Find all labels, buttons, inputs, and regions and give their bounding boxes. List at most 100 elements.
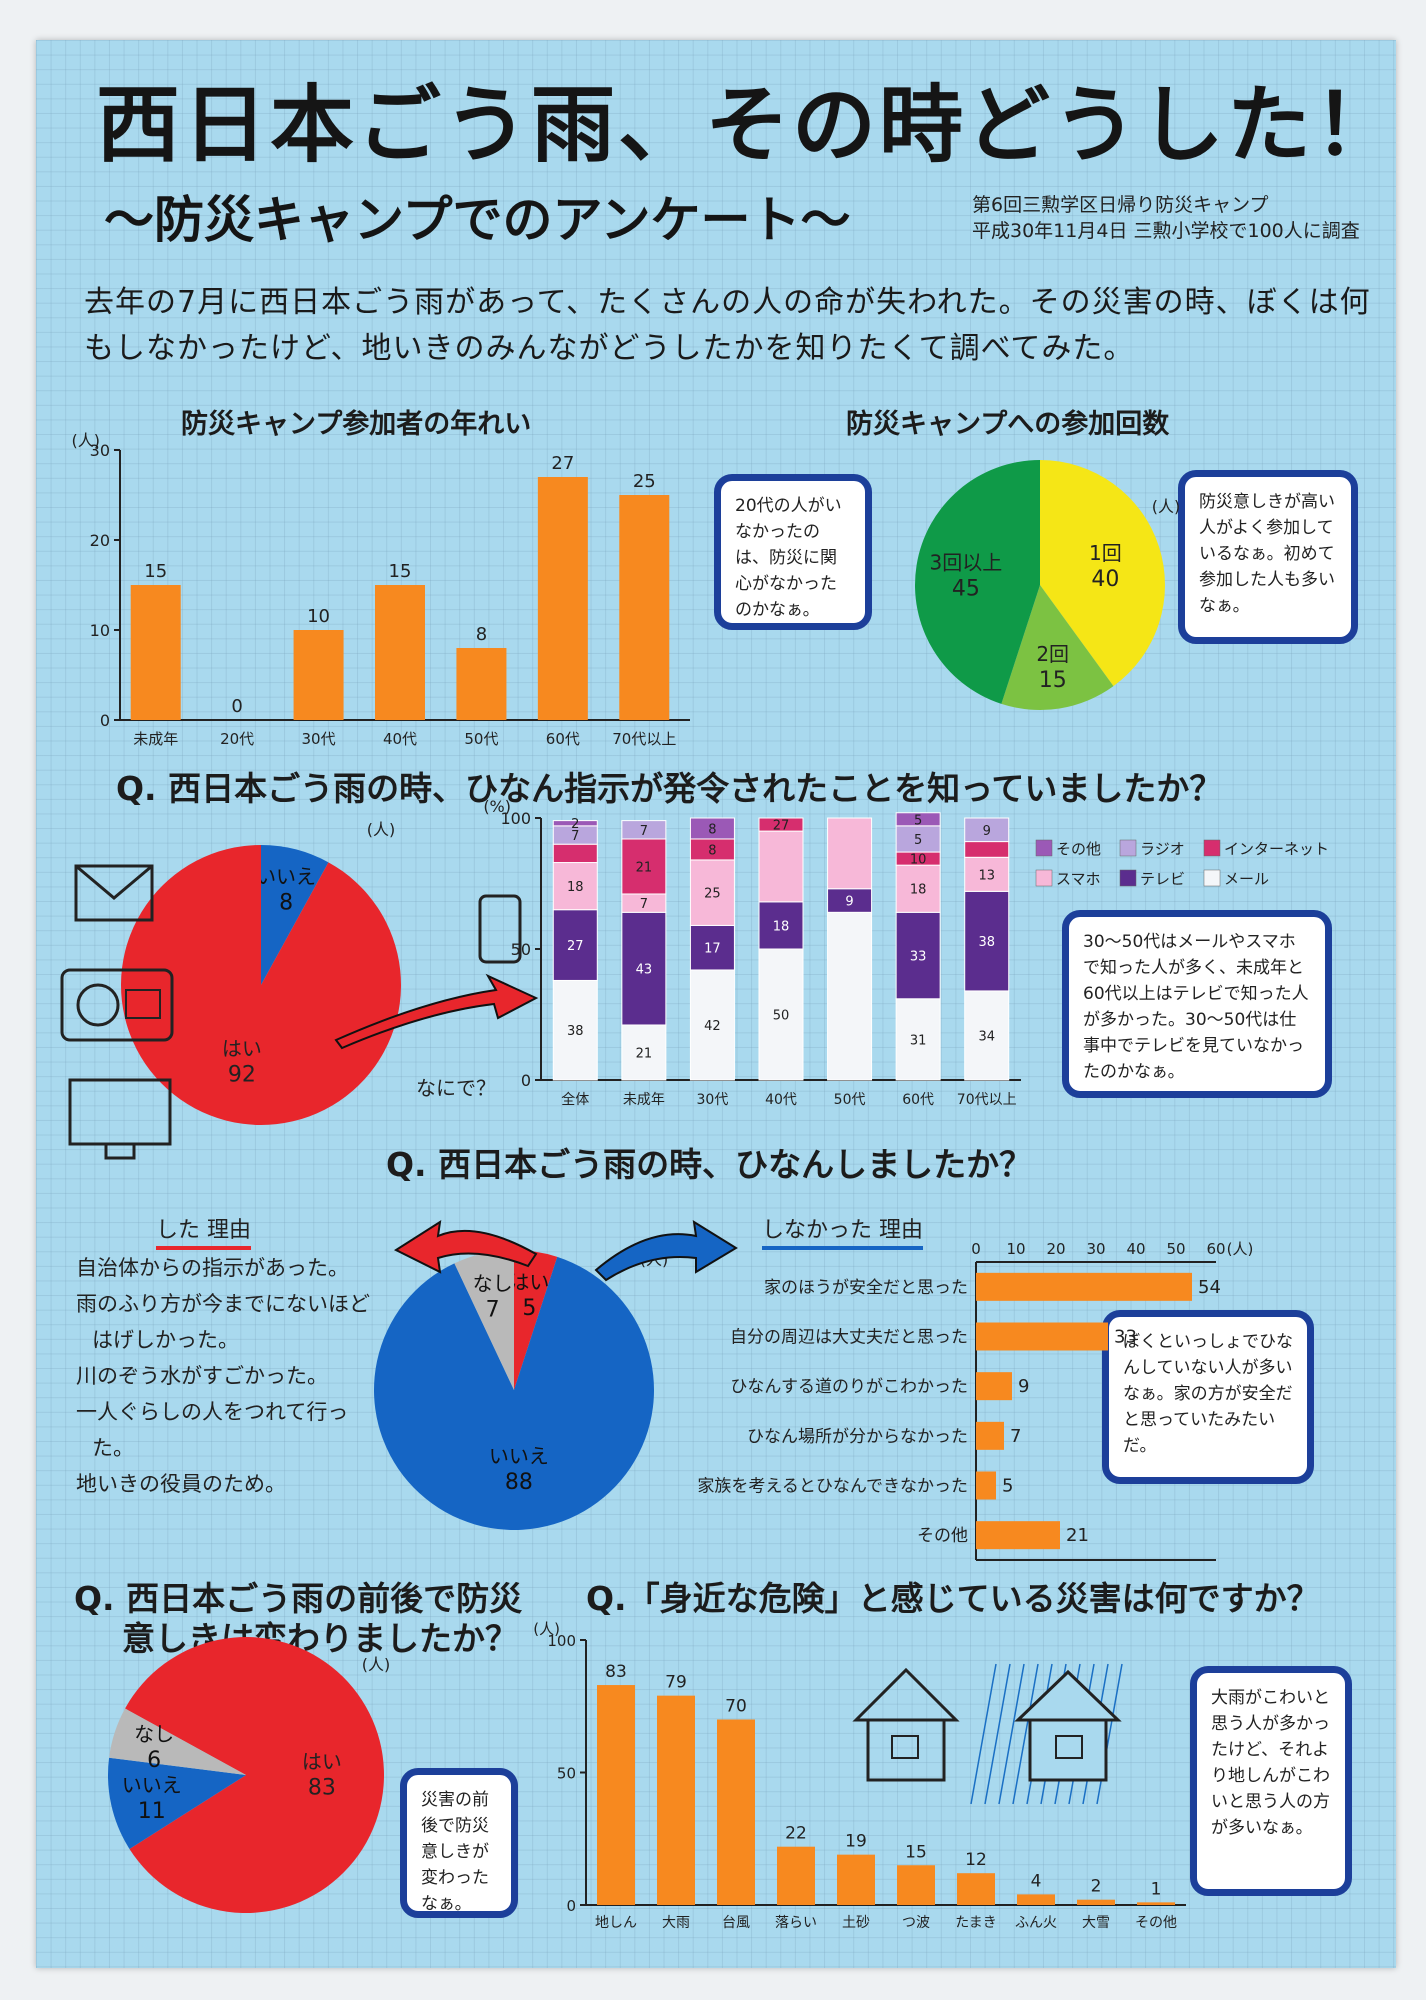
q1-stack-segment-label: 8 bbox=[708, 822, 716, 837]
q2-hbar-label: ひなんする道のりがこわかった bbox=[730, 1377, 968, 1397]
q2-pie-slice-value: 7 bbox=[486, 1297, 500, 1322]
age-bar-value: 25 bbox=[633, 471, 656, 492]
q4-x-label: 大雪 bbox=[1082, 1915, 1110, 1931]
age-x-label: 50代 bbox=[464, 730, 498, 748]
q4-x-label: 地しん bbox=[595, 1915, 637, 1931]
q4-x-label: たまき bbox=[955, 1915, 997, 1931]
q4-bar-value: 4 bbox=[1031, 1871, 1042, 1891]
q1-stack-x-label: 60代 bbox=[902, 1092, 934, 1108]
q2-hbar-x-tick-label: 20 bbox=[1046, 1240, 1065, 1258]
radio-icon bbox=[60, 968, 174, 1042]
q1-stack-segment-label: 18 bbox=[567, 880, 584, 895]
q1-legend-swatch bbox=[1203, 839, 1221, 857]
q1-pie-unit: (人) bbox=[367, 820, 396, 839]
q1-stack-segment-label: 2 bbox=[571, 817, 579, 832]
nanide-label: なにで？ bbox=[416, 1076, 496, 1100]
age-bar bbox=[375, 585, 425, 720]
q4-bar-value: 83 bbox=[605, 1662, 627, 1682]
count-pie-slice-value: 45 bbox=[952, 576, 980, 601]
q2-pie-slice-label: いいえ bbox=[489, 1444, 549, 1468]
radio-speaker-icon bbox=[76, 983, 120, 1027]
q1-stack-segment bbox=[758, 830, 804, 903]
q1-stack-segment-label: 21 bbox=[636, 860, 653, 875]
rain-line-icon bbox=[984, 1663, 1011, 1805]
age-x-label: 40代 bbox=[383, 730, 417, 748]
q2-hbar-x-tick-label: 50 bbox=[1166, 1240, 1185, 1258]
q1-legend-swatch bbox=[1203, 869, 1221, 887]
envelope-flap-icon bbox=[75, 864, 153, 900]
q1-pie-slice bbox=[120, 845, 401, 1125]
q2-hbar-x-tick-label: 60 bbox=[1206, 1240, 1225, 1258]
left-red-arrow-icon bbox=[393, 1219, 538, 1274]
age-comment-bubble: 20代の人がいなかったのは、防災に関心がなかったのかなぁ。 bbox=[714, 474, 872, 630]
q1-stack-segment bbox=[964, 817, 1010, 843]
age-bar bbox=[537, 477, 588, 720]
q1-legend-swatch bbox=[1119, 869, 1137, 887]
survey-meta-line2: 平成30年11月4日 三勲小学校で100人に調査 bbox=[972, 220, 1360, 242]
did-reason-item: 地いきの役員のため。 bbox=[76, 1472, 286, 1496]
envelope-icon bbox=[74, 864, 154, 922]
age-y-tick-label: 10 bbox=[90, 621, 110, 640]
q4-bar-value: 2 bbox=[1091, 1877, 1102, 1897]
q3-comment-bubble: 災害の前後で防災意しきが変わったなぁ。 bbox=[400, 1768, 518, 1918]
age-bar-value: 0 bbox=[231, 696, 242, 717]
q4-bar bbox=[717, 1719, 755, 1905]
did-reason-item: 一人ぐらしの人をつれて行った。 bbox=[76, 1400, 349, 1460]
q1-stack-segment-label: 25 bbox=[704, 887, 721, 902]
count-pie-slice bbox=[1001, 585, 1114, 710]
q3-pie-slice-label: はい bbox=[302, 1750, 342, 1774]
q1-stack-segment-label: 43 bbox=[636, 963, 653, 978]
q1-stack-segment bbox=[689, 969, 735, 1081]
rain-line-icon bbox=[970, 1663, 997, 1805]
age-x-label: 20代 bbox=[220, 730, 254, 748]
q4-comment-bubble: 大雨がこわいと思う人が多かったけど、それより地しんがこわいと思う人の方が多いなぁ… bbox=[1190, 1666, 1352, 1896]
q3-pie-slice-value: 83 bbox=[308, 1776, 336, 1801]
q4-y-tick-label: 0 bbox=[566, 1897, 576, 1915]
q1-stack-segment-label: 13 bbox=[978, 868, 995, 883]
q1-pie-slice-label: はい bbox=[222, 1037, 262, 1061]
age-x-label: 30代 bbox=[302, 730, 336, 748]
red-arrow-icon bbox=[334, 973, 539, 1050]
q1-legend-swatch bbox=[1035, 839, 1053, 857]
poster-title: 西日本ごう雨、その時どうした！ bbox=[96, 76, 1402, 174]
count-pie-slice-label: 1回 bbox=[1089, 541, 1122, 565]
monitor-stand-icon bbox=[104, 1142, 136, 1160]
q1-stack-segment-label: 27 bbox=[773, 819, 790, 834]
q2-hbar-label: 家のほうが安全だと思った bbox=[764, 1278, 968, 1298]
did-reason-list: 自治体からの指示があった。 雨のふり方が今までにないほどはげしかった。 川のぞう… bbox=[76, 1250, 376, 1502]
count-comment-bubble: 防災意しきが高い人がよく参加しているなぁ。初めて参加した人も多いなぁ。 bbox=[1178, 470, 1358, 644]
q4-bar-value: 1 bbox=[1151, 1879, 1162, 1899]
q3-pie-unit: (人) bbox=[362, 1655, 391, 1674]
q2-hbar-x-tick-label: 0 bbox=[971, 1240, 981, 1258]
q1-pie-slice-value: 8 bbox=[279, 890, 293, 915]
q1-stack-segment bbox=[964, 990, 1010, 1081]
q1-stack-segment bbox=[552, 843, 598, 864]
age-x-label: 60代 bbox=[546, 730, 580, 748]
q2-hbar-unit: (人) bbox=[1227, 1240, 1254, 1258]
q2-hbar-value: 7 bbox=[1010, 1426, 1021, 1447]
q1-heading: Q. 西日本ごう雨の時、ひなん指示が発令されたことを知っていましたか？ bbox=[116, 769, 1223, 808]
q1-pie-slice-label: いいえ bbox=[256, 864, 316, 888]
q1-stack-segment bbox=[895, 911, 941, 1000]
q1-legend-label: スマホ bbox=[1056, 870, 1101, 888]
count-pie-slice-label: 3回以上 bbox=[930, 550, 1003, 574]
q1-pie-slice-value: 92 bbox=[228, 1063, 256, 1088]
age-bar bbox=[293, 630, 344, 720]
q1-stack-segment-label: 38 bbox=[978, 935, 995, 950]
q1-stack-segment bbox=[758, 817, 804, 832]
q4-bar bbox=[1077, 1899, 1115, 1905]
q2-hbar-value: 54 bbox=[1198, 1277, 1221, 1298]
q3-pie-slice-value: 11 bbox=[138, 1799, 166, 1824]
did-reason-item: 自治体からの指示があった。 bbox=[76, 1256, 349, 1280]
age-y-tick-label: 20 bbox=[90, 531, 110, 550]
intro-text: 去年の7月に西日本ごう雨があって、たくさんの人の命が失われた。その災害の時、ぼく… bbox=[84, 285, 1371, 366]
q1-stack-segment bbox=[964, 890, 1010, 992]
q1-comment-bubble: 30〜50代はメールやスマホで知った人が多く、未成年と60代以上はテレビで知った… bbox=[1062, 910, 1332, 1098]
q2-hbar-value: 21 bbox=[1066, 1525, 1089, 1546]
q1-stack-segment bbox=[758, 901, 804, 950]
age-chart-title: 防災キャンプ参加者の年れい bbox=[181, 409, 532, 440]
q4-bar-value: 22 bbox=[785, 1824, 807, 1844]
q2-hbar bbox=[976, 1372, 1012, 1401]
q4-bar-value: 15 bbox=[905, 1842, 927, 1862]
q1-legend-swatch bbox=[1119, 839, 1137, 857]
